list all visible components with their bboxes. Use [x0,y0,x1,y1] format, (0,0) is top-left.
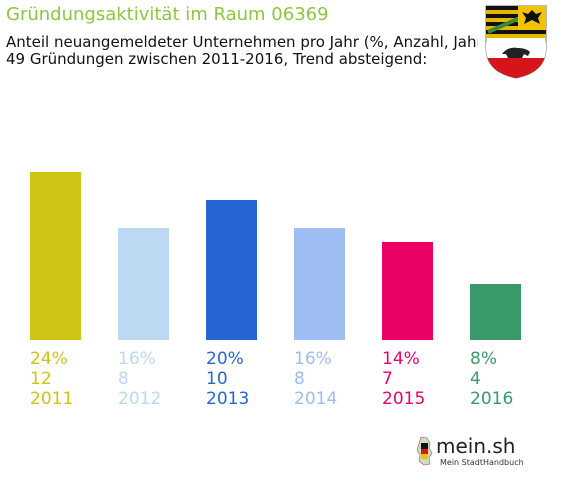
bar-year-label-2013: 2013 [206,389,249,409]
bar-count-label-2014: 8 [294,369,305,389]
bar-count-label-2013: 10 [206,369,228,389]
bar-2011 [30,172,81,340]
bar-count-label-2016: 4 [470,369,481,389]
bar-percent-label-2012: 16% [118,349,156,369]
bar-year-label-2014: 2014 [294,389,337,409]
bar-2014 [294,228,345,340]
bar-percent-label-2013: 20% [206,349,244,369]
bar-year-label-2015: 2015 [382,389,425,409]
bar-2016 [470,284,521,340]
coat-of-arms-icon [478,2,554,80]
subtitle-line-1: Anteil neuangemeldeter Unternehmen pro J… [6,33,489,51]
bars-group [30,172,521,340]
logo-text: mein.sh [436,434,516,458]
bar-2013 [206,200,257,340]
subtitle-line-2: 49 Gründungen zwischen 2011-2016, Trend … [6,50,428,68]
bar-labels-group: 24%12201116%8201220%10201316%8201414%720… [30,349,513,409]
chart-subtitle: Anteil neuangemeldeter Unternehmen pro J… [6,34,489,68]
bar-count-label-2015: 7 [382,369,393,389]
bar-count-label-2011: 12 [30,369,52,389]
bar-percent-label-2015: 14% [382,349,420,369]
bar-2012 [118,228,169,340]
bar-count-label-2012: 8 [118,369,129,389]
bar-year-label-2016: 2016 [470,389,513,409]
bar-2015 [382,242,433,340]
bar-year-label-2012: 2012 [118,389,161,409]
bar-percent-label-2011: 24% [30,349,68,369]
footer-logo[interactable]: mein.sh Mein StadtHandbuch [414,434,524,474]
logo-subtitle: Mein StadtHandbuch [440,458,524,467]
bar-year-label-2011: 2011 [30,389,73,409]
bar-percent-label-2014: 16% [294,349,332,369]
germany-map-icon [416,436,433,466]
bar-percent-label-2016: 8% [470,349,497,369]
chart-title: Gründungsaktivität im Raum 06369 [6,4,329,25]
